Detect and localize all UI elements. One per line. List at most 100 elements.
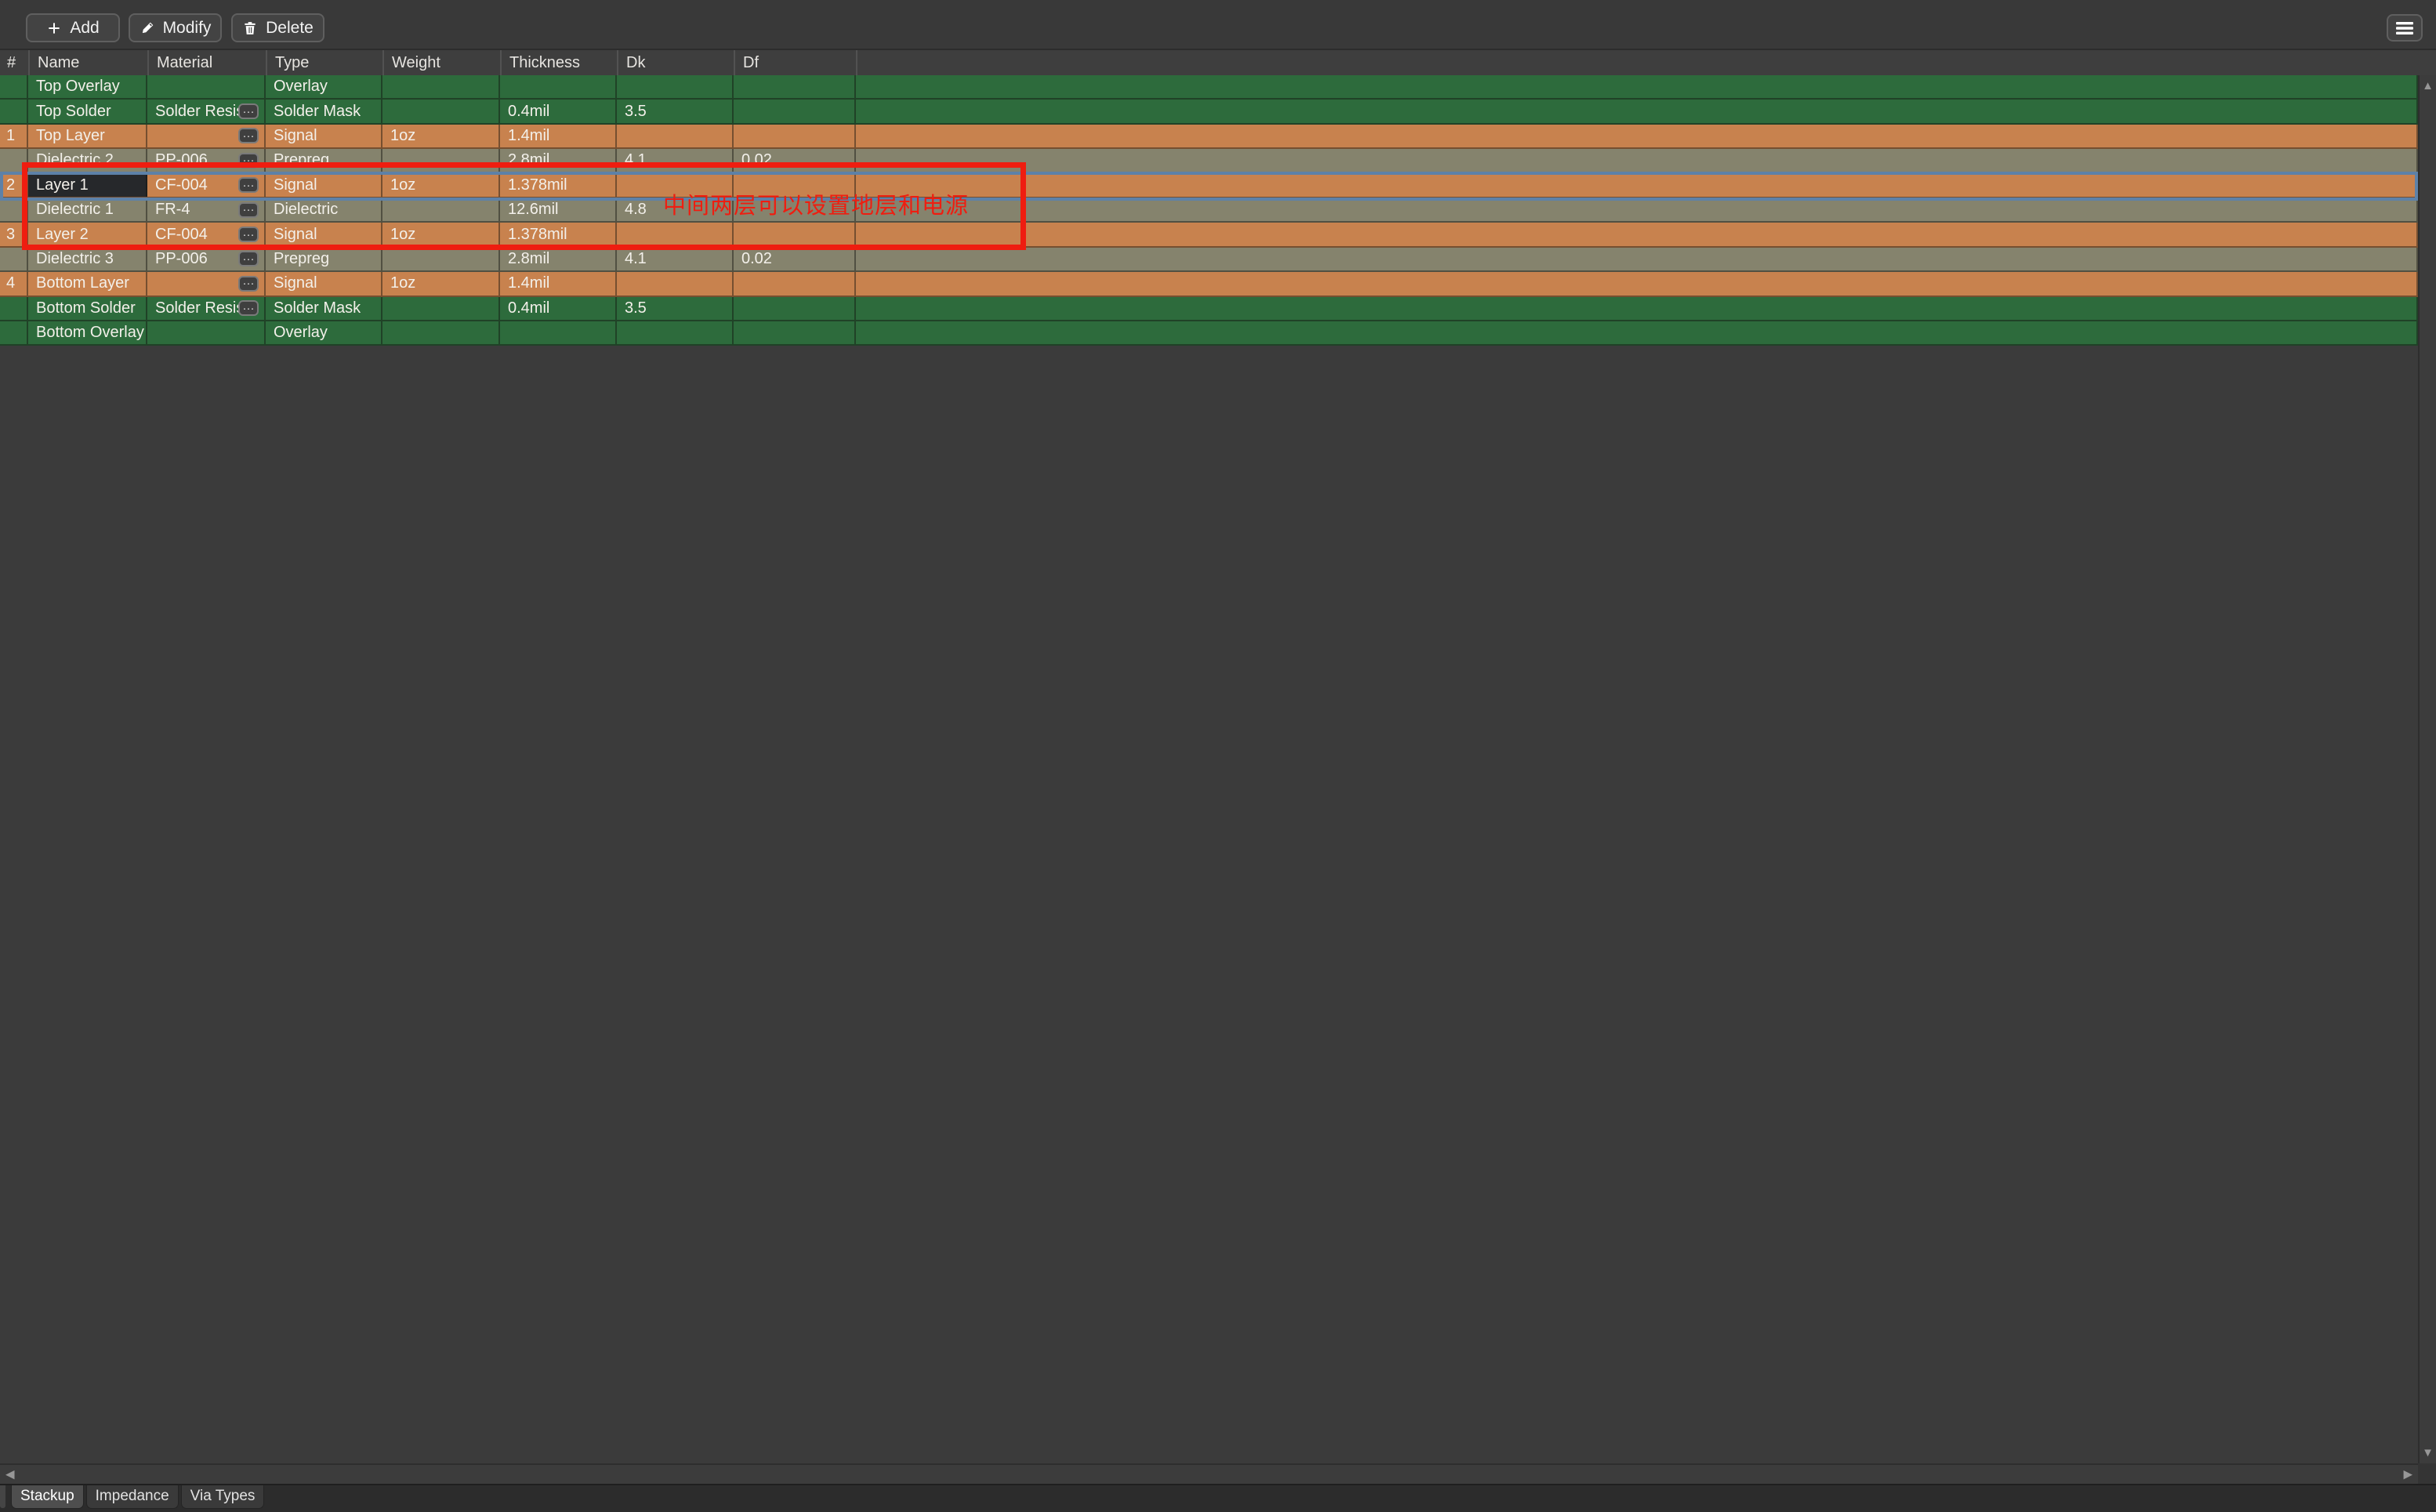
cell-type[interactable]: Solder Mask [266,100,382,123]
cell-index[interactable]: 1 [0,124,28,148]
cell-df[interactable] [734,198,856,222]
cell-type[interactable]: Overlay [266,321,382,345]
cell-type[interactable]: Signal [266,124,382,148]
column-header-index[interactable]: # [7,53,16,71]
cell-weight[interactable]: 1oz [382,124,500,148]
menu-button[interactable] [2387,14,2423,42]
cell-df[interactable] [734,75,856,99]
material-browse-button[interactable]: ··· [238,152,259,169]
cell-index[interactable] [0,100,28,123]
cell-name[interactable]: Dielectric 1 [28,198,147,222]
column-header-dk[interactable]: Dk [617,50,734,75]
cell-name[interactable]: Top Layer [28,124,147,148]
cell-type[interactable]: Solder Mask [266,296,382,320]
cell-name[interactable]: Layer 1 [28,173,147,197]
cell-dk[interactable]: 4.1 [617,149,734,172]
cell-dk[interactable]: 4.8 [617,198,734,222]
cell-weight[interactable] [382,75,500,99]
cell-dk[interactable] [617,321,734,345]
cell-dk[interactable] [617,124,734,148]
cell-df[interactable] [734,272,856,296]
cell-thickness[interactable] [500,75,617,99]
cell-dk[interactable]: 3.5 [617,100,734,123]
cell-dk[interactable] [617,173,734,197]
column-header-df[interactable]: Df [734,50,856,75]
cell-index[interactable] [0,198,28,222]
cell-dk[interactable]: 3.5 [617,296,734,320]
cell-name[interactable]: Dielectric 3 [28,247,147,271]
cell-material[interactable] [147,75,266,99]
cell-name[interactable]: Top Overlay [28,75,147,99]
delete-button[interactable]: Delete [231,13,324,42]
cell-df[interactable] [734,296,856,320]
material-browse-button[interactable]: ··· [238,177,259,194]
cell-type[interactable]: Signal [266,223,382,246]
cell-weight[interactable] [382,247,500,271]
cell-material[interactable]: CF-004 ··· [147,173,266,197]
column-header-thickness[interactable]: Thickness [500,50,617,75]
cell-weight[interactable] [382,321,500,345]
scroll-right-icon[interactable]: ▶ [2403,1467,2412,1481]
cell-index[interactable] [0,296,28,320]
cell-material[interactable]: Solder Resist ··· [147,100,266,123]
cell-df[interactable]: 0.02 [734,247,856,271]
cell-thickness[interactable]: 0.4mil [500,296,617,320]
cell-index[interactable] [0,149,28,172]
scroll-down-icon[interactable]: ▼ [2422,1446,2434,1459]
tab-impedance[interactable]: Impedance [85,1485,179,1509]
cell-index[interactable]: 3 [0,223,28,246]
material-browse-button[interactable]: ··· [238,128,259,144]
cell-name[interactable]: Top Solder [28,100,147,123]
cell-index[interactable]: 2 [0,173,28,197]
cell-thickness[interactable]: 1.378mil [500,223,617,246]
tab-stackup[interactable]: Stackup [11,1485,84,1509]
material-browse-button[interactable]: ··· [238,300,259,317]
cell-thickness[interactable]: 0.4mil [500,100,617,123]
cell-df[interactable] [734,321,856,345]
column-header-name[interactable]: Name [28,50,147,75]
cell-df[interactable] [734,173,856,197]
cell-dk[interactable]: 4.1 [617,247,734,271]
cell-name[interactable]: Dielectric 2 [28,149,147,172]
add-button[interactable]: Add [26,13,120,42]
material-browse-button[interactable]: ··· [238,251,259,267]
cell-type[interactable]: Prepreg [266,247,382,271]
tab-via-types[interactable]: Via Types [180,1485,265,1509]
cell-dk[interactable] [617,272,734,296]
cell-thickness[interactable]: 2.8mil [500,247,617,271]
cell-thickness[interactable]: 1.378mil [500,173,617,197]
modify-button[interactable]: Modify [129,13,222,42]
cell-material[interactable]: PP-006 ··· [147,247,266,271]
cell-name[interactable]: Bottom Overlay [28,321,147,345]
material-browse-button[interactable]: ··· [238,227,259,243]
column-header-material[interactable]: Material [147,50,266,75]
cell-weight[interactable]: 1oz [382,173,500,197]
cell-thickness[interactable]: 1.4mil [500,272,617,296]
cell-dk[interactable] [617,75,734,99]
cell-df[interactable] [734,124,856,148]
cell-type[interactable]: Prepreg [266,149,382,172]
material-browse-button[interactable]: ··· [238,103,259,120]
cell-df[interactable] [734,223,856,246]
cell-weight[interactable] [382,100,500,123]
cell-material[interactable]: Solder Resist ··· [147,296,266,320]
cell-weight[interactable]: 1oz [382,223,500,246]
cell-material[interactable]: ··· [147,124,266,148]
cell-type[interactable]: Dielectric [266,198,382,222]
cell-df[interactable]: 0.02 [734,149,856,172]
cell-index[interactable] [0,75,28,99]
material-browse-button[interactable]: ··· [238,201,259,218]
cell-df[interactable] [734,100,856,123]
horizontal-scrollbar[interactable]: ◀ ▶ [0,1463,2418,1484]
cell-index[interactable] [0,247,28,271]
cell-name[interactable]: Bottom Solder [28,296,147,320]
cell-type[interactable]: Signal [266,272,382,296]
cell-material[interactable]: FR-4 ··· [147,198,266,222]
cell-thickness[interactable]: 12.6mil [500,198,617,222]
column-header-weight[interactable]: Weight [382,50,500,75]
cell-weight[interactable]: 1oz [382,272,500,296]
cell-material[interactable]: PP-006 ··· [147,149,266,172]
column-header-type[interactable]: Type [266,50,382,75]
cell-name[interactable]: Bottom Layer [28,272,147,296]
cell-thickness[interactable]: 1.4mil [500,124,617,148]
